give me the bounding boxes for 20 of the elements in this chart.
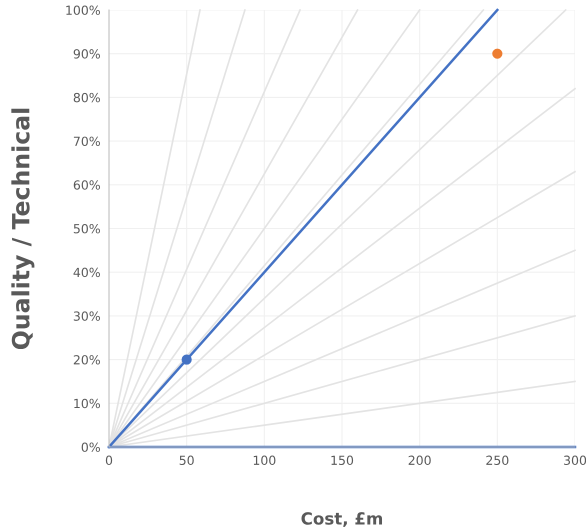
y-tick-label: 10%: [74, 398, 100, 408]
x-tick-label: 200: [408, 456, 431, 466]
y-tick-label: 0%: [82, 442, 100, 452]
x-tick-label: 0: [106, 456, 112, 466]
x-tick-label: 50: [180, 456, 194, 466]
y-tick-label: 40%: [73, 268, 100, 278]
y-tick-label: 80%: [74, 92, 100, 102]
y-tick-label: 60%: [74, 180, 100, 190]
y-tick-label: 20%: [74, 355, 100, 365]
y-tick-label: 100%: [66, 5, 100, 15]
y-tick-label: 90%: [74, 49, 100, 59]
x-tick-label: 250: [486, 456, 508, 466]
y-tick-label: 30%: [74, 311, 100, 321]
y-tick-label: 70%: [74, 136, 100, 146]
x-tick-label: 300: [564, 456, 586, 466]
x-tick-label: 100: [254, 456, 276, 466]
y-axis-title: Quality / Technical: [11, 108, 34, 350]
y-tick-label: 50%: [74, 224, 100, 234]
x-tick-label: 150: [331, 456, 354, 466]
x-axis-title: Cost, £m: [302, 512, 382, 527]
